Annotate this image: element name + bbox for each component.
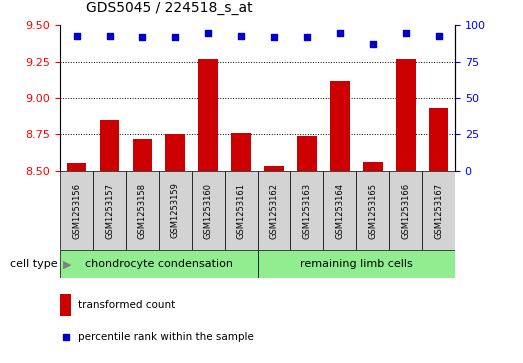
Point [171, 34, 179, 40]
Bar [165, 134, 185, 171]
Bar [257, 171, 290, 250]
Bar [93, 171, 126, 250]
Point [138, 34, 146, 40]
Text: GSM1253162: GSM1253162 [269, 183, 279, 238]
Bar [297, 136, 317, 171]
Text: GSM1253163: GSM1253163 [302, 183, 311, 238]
Bar [323, 171, 356, 250]
Bar [60, 171, 93, 250]
Point [369, 41, 377, 47]
Bar [132, 139, 152, 171]
Point [270, 34, 278, 40]
Point [336, 30, 344, 36]
Point [204, 30, 212, 36]
Text: cell type: cell type [10, 260, 58, 269]
Point [402, 30, 410, 36]
Point [72, 33, 81, 38]
Text: transformed count: transformed count [78, 300, 175, 310]
Bar [126, 171, 159, 250]
Text: GSM1253166: GSM1253166 [401, 183, 410, 238]
Text: GSM1253157: GSM1253157 [105, 183, 114, 238]
Bar [60, 294, 71, 317]
Text: ▶: ▶ [63, 260, 71, 269]
Bar [264, 166, 284, 171]
Text: GSM1253165: GSM1253165 [368, 183, 377, 238]
Bar [159, 171, 192, 250]
Text: remaining limb cells: remaining limb cells [300, 260, 413, 269]
Point [237, 33, 245, 38]
Text: GSM1253158: GSM1253158 [138, 183, 147, 238]
Text: GSM1253167: GSM1253167 [434, 183, 443, 238]
Text: GSM1253161: GSM1253161 [236, 183, 246, 238]
Text: GSM1253160: GSM1253160 [204, 183, 213, 238]
Bar [198, 59, 218, 171]
Text: chondrocyte condensation: chondrocyte condensation [85, 260, 233, 269]
Bar [330, 81, 350, 171]
Bar [257, 250, 455, 278]
Point [303, 34, 311, 40]
Text: percentile rank within the sample: percentile rank within the sample [78, 332, 254, 342]
Bar [396, 59, 415, 171]
Bar [192, 171, 225, 250]
Bar [225, 171, 257, 250]
Point [105, 33, 113, 38]
Text: GSM1253156: GSM1253156 [72, 183, 81, 238]
Bar [422, 171, 455, 250]
Bar [231, 133, 251, 171]
Point [435, 33, 443, 38]
Bar [100, 120, 119, 171]
Bar [67, 163, 86, 171]
Text: GSM1253159: GSM1253159 [171, 183, 180, 238]
Bar [429, 108, 448, 171]
Bar [363, 162, 383, 171]
Bar [60, 250, 257, 278]
Bar [389, 171, 422, 250]
Bar [290, 171, 323, 250]
Text: GDS5045 / 224518_s_at: GDS5045 / 224518_s_at [86, 0, 253, 15]
Text: GSM1253164: GSM1253164 [335, 183, 344, 238]
Bar [356, 171, 389, 250]
